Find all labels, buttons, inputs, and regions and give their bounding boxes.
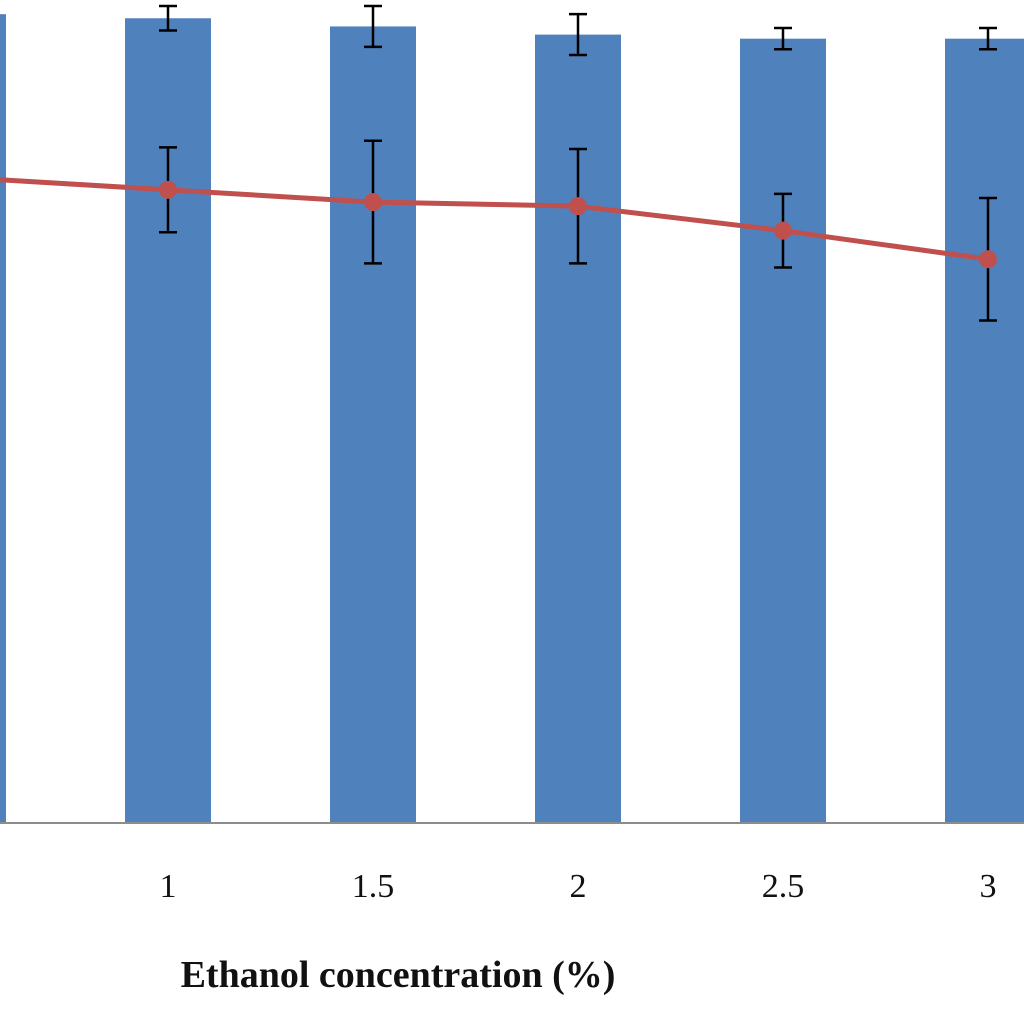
bar-error-2.5 xyxy=(774,26,792,51)
bar-0.5 xyxy=(0,14,6,824)
bar-error-bars xyxy=(159,4,997,57)
bar-series xyxy=(0,14,1024,824)
line-point-1 xyxy=(159,180,177,199)
line-point-1.5 xyxy=(364,193,382,212)
bar-1 xyxy=(125,18,211,823)
bar-error-1 xyxy=(159,4,177,32)
line-point-2.5 xyxy=(774,221,792,240)
bar-error-2 xyxy=(569,12,587,57)
x-tick-label-3: 3 xyxy=(980,868,997,905)
line-path xyxy=(0,177,989,262)
x-tick-labels: 1 1.5 2 2.5 3 xyxy=(160,868,997,905)
x-tick-label-2: 2 xyxy=(570,868,587,905)
x-tick-label-1: 1 xyxy=(160,868,177,905)
bar-3 xyxy=(945,38,1024,824)
line-series xyxy=(0,139,997,322)
bar-2.5 xyxy=(740,38,826,824)
line-point-3 xyxy=(979,250,997,269)
x-axis-title: Ethanol concentration (%) xyxy=(181,954,616,996)
x-tick-label-2.5: 2.5 xyxy=(762,868,805,905)
bar-error-3 xyxy=(979,26,997,51)
x-tick-label-1.5: 1.5 xyxy=(352,868,395,905)
bar-error-1.5 xyxy=(364,4,382,49)
line-point-2 xyxy=(569,197,587,216)
